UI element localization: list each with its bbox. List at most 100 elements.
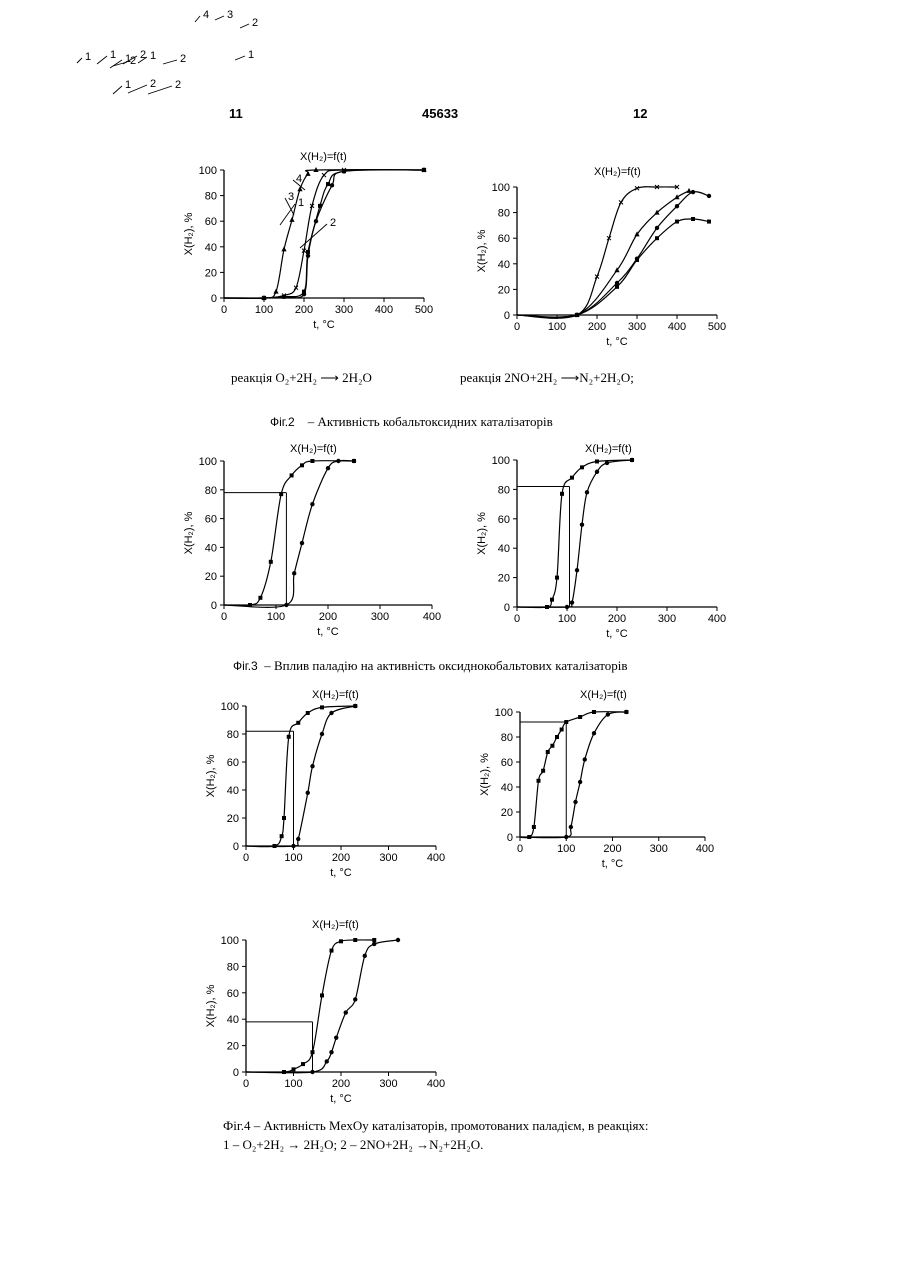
chart-fig2-right: 0100200300400500020406080100t, °CX(H₂), … <box>470 165 750 355</box>
x-tick-label: 100 <box>557 843 575 855</box>
data-point <box>326 182 330 186</box>
data-point <box>353 704 357 708</box>
x-tick-label: 500 <box>708 321 726 333</box>
y-tick-label: 40 <box>498 259 510 271</box>
series-label-leader <box>195 16 200 22</box>
series-label-leader <box>240 24 249 28</box>
x-tick-label: 100 <box>267 611 285 623</box>
data-point <box>560 728 564 732</box>
data-point <box>258 596 262 600</box>
series-label-leader <box>235 56 245 60</box>
y-tick-label: 100 <box>199 456 217 468</box>
y-tick-label: 100 <box>221 701 239 713</box>
data-point <box>326 466 330 470</box>
data-point <box>605 461 609 465</box>
data-point <box>675 204 679 208</box>
chart-fig2-left: 0100200300400500020406080100t, °CX(H₂), … <box>170 150 450 350</box>
data-point <box>606 712 610 716</box>
data-point <box>580 522 584 526</box>
data-point <box>583 757 587 761</box>
series-label: 1 <box>248 49 254 61</box>
data-point <box>565 605 569 609</box>
y-axis-label: X(H₂), % <box>205 984 217 1027</box>
series-line-2 <box>246 940 398 1073</box>
data-point <box>655 226 659 230</box>
y-tick-label: 0 <box>211 600 217 612</box>
y-tick-label: 40 <box>227 1014 239 1026</box>
series-line-1 <box>224 461 354 606</box>
data-point <box>578 715 582 719</box>
data-point <box>675 220 679 224</box>
chart-fig3-right: 0100200300400020406080100t, °CX(H₂), %X(… <box>465 440 745 640</box>
data-point <box>287 735 291 739</box>
series-line-2 <box>224 460 354 607</box>
data-point <box>615 281 619 285</box>
y-tick-label: 20 <box>227 813 239 825</box>
data-point <box>310 459 314 463</box>
y-tick-label: 100 <box>495 707 513 719</box>
x-tick-label: 300 <box>658 613 676 625</box>
y-tick-label: 80 <box>205 485 217 497</box>
x-tick-label: 300 <box>371 611 389 623</box>
x-tick-label: 200 <box>608 613 626 625</box>
data-point <box>289 217 294 222</box>
chart-title: X(H₂)=f(t) <box>585 443 632 455</box>
data-point <box>555 576 559 580</box>
data-point <box>573 800 577 804</box>
series-line-1 <box>224 170 424 298</box>
x-tick-label: 0 <box>517 843 523 855</box>
series-label: 3 <box>288 191 294 203</box>
data-point <box>396 938 400 942</box>
data-point <box>284 603 288 607</box>
data-point <box>569 825 573 829</box>
x-tick-label: 400 <box>427 1078 445 1090</box>
series-line-4 <box>224 170 424 299</box>
data-point <box>322 173 326 177</box>
x-tick-label: 300 <box>650 843 668 855</box>
data-point <box>339 939 343 943</box>
data-point <box>592 731 596 735</box>
data-point <box>290 473 294 477</box>
data-point <box>578 780 582 784</box>
y-tick-label: 0 <box>233 1067 239 1079</box>
y-tick-label: 60 <box>227 988 239 1000</box>
data-point <box>336 459 340 463</box>
series-line-1 <box>246 940 374 1072</box>
fig2-label: Фіг.2 <box>270 415 295 429</box>
data-point <box>310 1070 314 1074</box>
series-label: 1 <box>125 79 131 91</box>
x-tick-label: 300 <box>379 852 397 864</box>
data-point <box>291 844 295 848</box>
series-label-leader <box>215 16 224 20</box>
data-point <box>282 1070 286 1074</box>
series-line-1 <box>517 219 709 317</box>
x-tick-label: 400 <box>668 321 686 333</box>
series-label-leader <box>77 58 82 63</box>
data-point <box>686 188 691 193</box>
series-label-leader <box>97 56 107 64</box>
x-tick-label: 400 <box>375 304 393 316</box>
x-tick-label: 400 <box>708 613 726 625</box>
data-point <box>363 954 367 958</box>
x-tick-label: 100 <box>255 304 273 316</box>
x-axis-label: t, °C <box>317 626 339 638</box>
y-tick-label: 60 <box>205 216 217 228</box>
y-tick-label: 80 <box>498 208 510 220</box>
data-point <box>352 459 356 463</box>
y-tick-label: 20 <box>205 267 217 279</box>
fig3-text: – Вплив паладію на активність оксиднокоб… <box>264 658 627 673</box>
series-label-leader <box>163 60 177 64</box>
fig4-caption-line2: 1 – O₂+2H₂ → 2H₂O; 2 – 2NO+2H₂ →N₂+2H₂O. <box>223 1137 483 1153</box>
fig3-label: Фіг.3 <box>233 659 258 673</box>
x-tick-label: 200 <box>603 843 621 855</box>
data-point <box>300 541 304 545</box>
y-axis-label: X(H₂), % <box>476 512 488 555</box>
data-point <box>541 769 545 773</box>
fig2-reaction-left: реакція O₂+2H₂ ⟶ 2H₂O <box>231 370 372 386</box>
data-point <box>555 735 559 739</box>
data-point <box>306 791 310 795</box>
y-tick-label: 60 <box>227 757 239 769</box>
series-label: 1 <box>110 49 116 61</box>
x-tick-label: 300 <box>335 304 353 316</box>
data-point <box>550 744 554 748</box>
